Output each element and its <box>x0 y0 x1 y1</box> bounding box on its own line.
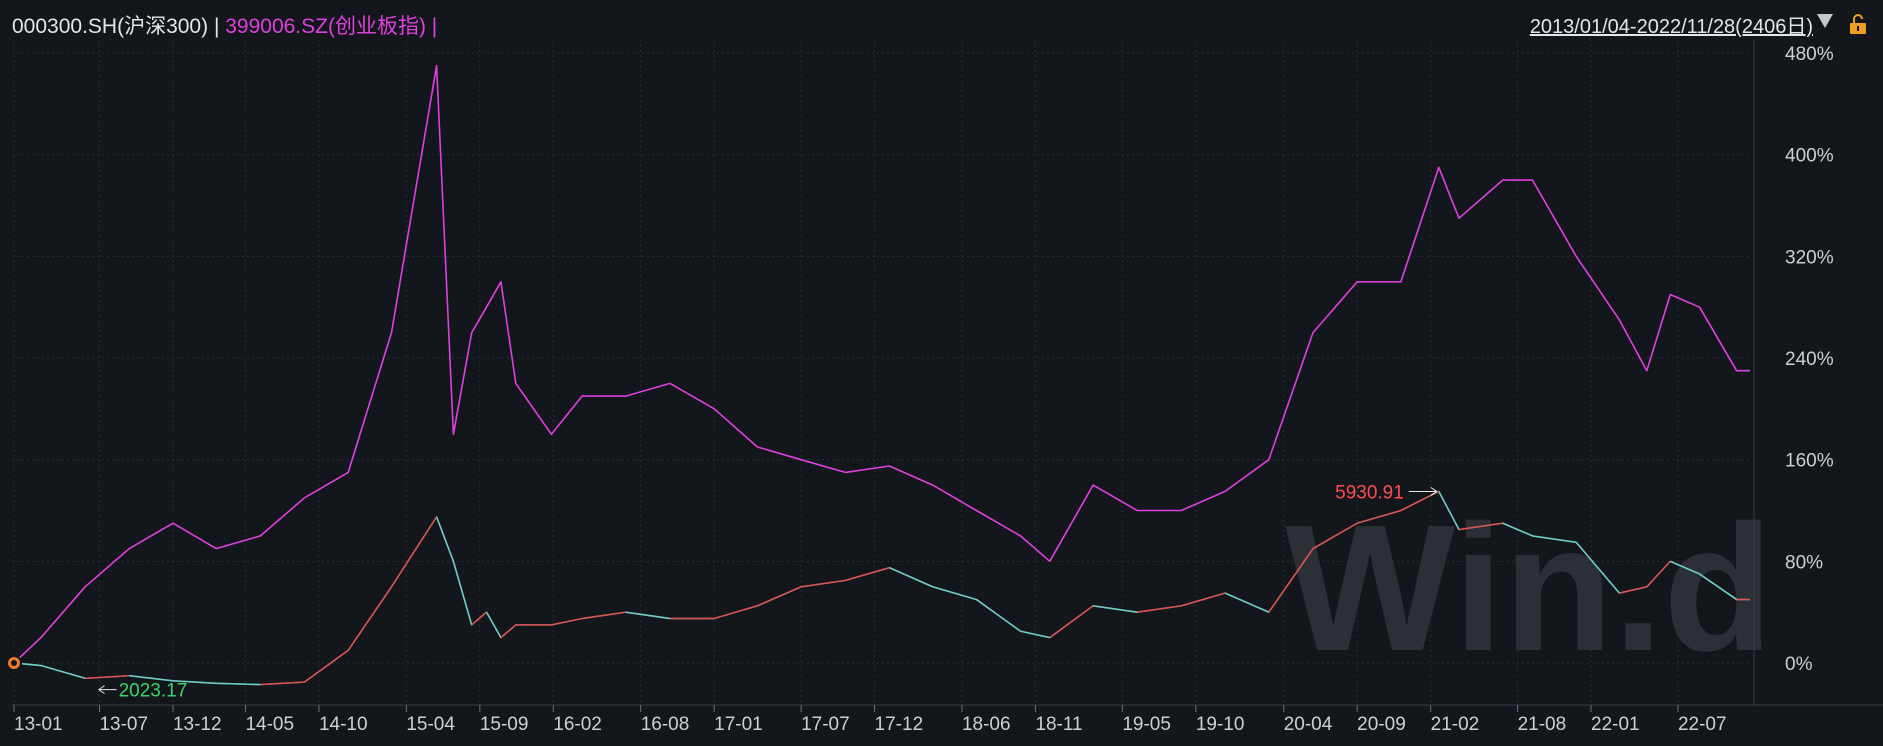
x-tick-label: 14-05 <box>245 714 294 735</box>
series-line-chinext <box>13 64 1750 664</box>
series-segment-csi300 <box>1137 605 1182 613</box>
watermark: Win.d <box>1285 488 1773 689</box>
legend-series-1[interactable]: 000300.SH(沪深300) <box>12 15 209 38</box>
series-segment-csi300 <box>129 674 174 682</box>
x-tick-label: 15-09 <box>480 714 529 735</box>
y-tick-label: 80% <box>1785 552 1823 573</box>
legend-series-2[interactable]: 399006.SZ(创业板指) <box>225 15 426 38</box>
series-segment-csi300 <box>1699 573 1738 601</box>
series-segment-csi300 <box>1619 585 1647 594</box>
series-segment-csi300 <box>452 561 473 626</box>
x-tick-label: 21-02 <box>1431 714 1480 735</box>
x-tick-label: 17-12 <box>875 714 924 735</box>
y-tick-label: 400% <box>1785 146 1834 167</box>
series-segment-csi300 <box>975 598 1022 632</box>
x-tick-label: 18-11 <box>1035 714 1082 735</box>
series-segment-csi300 <box>625 611 671 620</box>
x-tick-label: 13-12 <box>173 714 222 735</box>
series-segment-csi300 <box>551 617 583 626</box>
legend-separator: | <box>208 15 226 38</box>
series-segment-csi300 <box>889 566 933 588</box>
y-tick-label: 160% <box>1785 451 1834 472</box>
min-arrow-head <box>98 685 105 695</box>
x-tick-label: 22-01 <box>1591 714 1640 735</box>
x-tick-label: 22-07 <box>1678 714 1727 735</box>
series-segment-csi300 <box>1092 605 1138 613</box>
x-tick-label: 19-10 <box>1196 714 1245 735</box>
series-segment-csi300 <box>1438 491 1460 530</box>
series-segment-csi300 <box>932 585 977 601</box>
x-tick-label: 13-07 <box>99 714 148 735</box>
series-segment-csi300 <box>347 586 393 651</box>
min-value-label: 2023.17 <box>119 681 188 702</box>
series-segment-csi300 <box>172 679 217 685</box>
series-segment-csi300 <box>1458 522 1503 531</box>
start-marker[interactable] <box>6 655 22 671</box>
series-segment-csi300 <box>1356 509 1402 524</box>
series-segment-csi300 <box>1646 560 1671 588</box>
series-segment-csi300 <box>1020 630 1051 639</box>
y-tick-label: 480% <box>1785 44 1834 65</box>
max-arrow-head <box>1430 487 1438 496</box>
y-tick-label: 320% <box>1785 247 1834 268</box>
legend-separator: | <box>425 15 438 38</box>
chevron-down-icon[interactable] <box>1817 14 1833 28</box>
series-segment-csi300 <box>260 681 305 686</box>
series-segment-csi300 <box>1268 548 1314 613</box>
series-segment-csi300 <box>800 579 846 588</box>
lock-icon[interactable] <box>1847 13 1869 35</box>
series-segment-csi300 <box>500 624 517 639</box>
x-tick-label: 18-06 <box>962 714 1011 735</box>
x-tick-label: 16-08 <box>641 714 690 735</box>
x-tick-label: 20-09 <box>1357 714 1406 735</box>
date-range-selector[interactable]: 2013/01/04-2022/11/28(2406日) <box>1529 16 1813 38</box>
series-segment-csi300 <box>216 682 261 686</box>
series-segment-csi300 <box>757 586 802 607</box>
series-segment-csi300 <box>304 649 349 683</box>
series-lines <box>13 64 1750 686</box>
series-segment-csi300 <box>485 611 502 638</box>
series-segment-csi300 <box>1669 560 1700 575</box>
series-segment-csi300 <box>40 664 86 680</box>
x-tick-label: 19-05 <box>1122 714 1171 735</box>
y-tick-label: 0% <box>1785 654 1813 675</box>
series-segment-csi300 <box>1532 535 1577 544</box>
series-segment-csi300 <box>1224 592 1270 613</box>
chart-legend: 000300.SH(沪深300) | 399006.SZ(创业板指) | <box>12 10 437 40</box>
max-value-label: 5930.91 <box>1335 482 1404 503</box>
series-segment-csi300 <box>845 566 890 582</box>
series-segment-csi300 <box>1312 522 1358 550</box>
series-segment-csi300 <box>713 605 758 620</box>
series-segment-csi300 <box>435 516 455 562</box>
x-tick-label: 17-07 <box>801 714 850 735</box>
series-segment-csi300 <box>85 674 130 680</box>
series-segment-csi300 <box>1181 592 1226 607</box>
x-tick-label: 15-04 <box>406 714 455 735</box>
series-segment-csi300 <box>1575 541 1620 594</box>
series-segment-csi300 <box>1502 522 1533 537</box>
x-tick-label: 21-08 <box>1518 714 1567 735</box>
series-segment-csi300 <box>581 611 626 620</box>
y-tick-label: 240% <box>1785 349 1834 370</box>
x-tick-label: 17-01 <box>714 714 763 735</box>
x-axis: 13-01 13-07 13-12 14-05 14-10 15-04 15-09 16-02… <box>12 704 1883 735</box>
grid-lines <box>12 40 1750 705</box>
series-segment-csi300 <box>390 516 438 588</box>
series-segment-csi300 <box>471 611 488 626</box>
x-tick-label: 14-10 <box>319 714 368 735</box>
x-tick-label: 20-04 <box>1284 714 1333 735</box>
series-segment-csi300 <box>1049 605 1094 639</box>
x-tick-label: 16-02 <box>553 714 602 735</box>
x-tick-label: 13-01 <box>14 714 63 735</box>
y-axis: 480% 400% 320% 240% 160% 80% 0% <box>1753 40 1834 705</box>
annotations: 5930.91 2023.17 <box>98 482 1438 702</box>
